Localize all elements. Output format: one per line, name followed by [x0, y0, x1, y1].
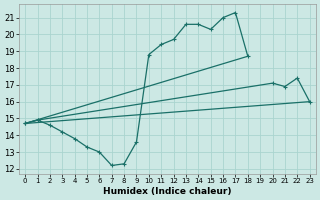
X-axis label: Humidex (Indice chaleur): Humidex (Indice chaleur): [103, 187, 232, 196]
